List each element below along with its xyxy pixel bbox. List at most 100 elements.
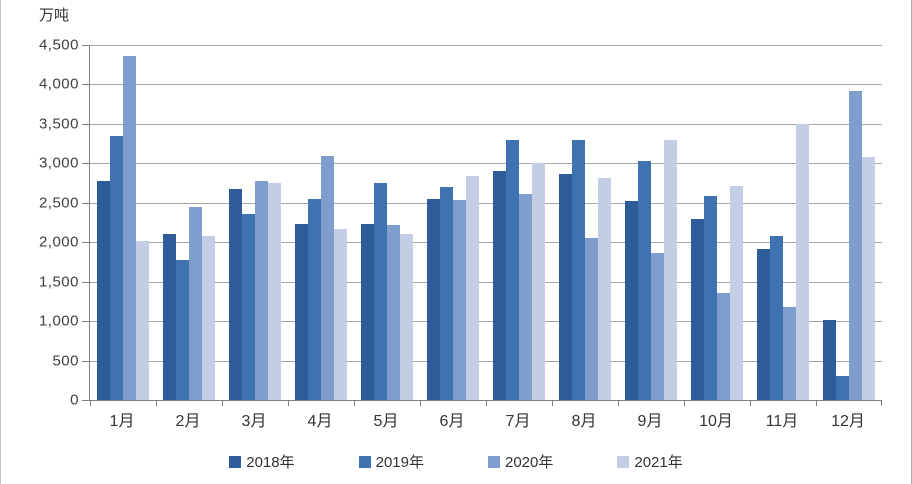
bar-2018年-2月 bbox=[163, 234, 176, 400]
y-tick-label: 0 bbox=[70, 391, 79, 409]
y-axis-tick bbox=[82, 45, 89, 46]
bar-2019年-2月 bbox=[176, 260, 189, 400]
bar-2019年-10月 bbox=[704, 196, 717, 400]
x-axis-tick bbox=[551, 401, 553, 406]
legend-item-2020年: 2020年 bbox=[488, 451, 553, 472]
x-tick-label-5月: 5月 bbox=[373, 413, 399, 430]
y-axis-tick bbox=[82, 163, 89, 165]
x-axis-tick bbox=[420, 401, 421, 406]
bar-2019年-4月 bbox=[308, 198, 321, 400]
bar-2019年-9月 bbox=[638, 160, 651, 400]
x-tick-label-1月: 1月 bbox=[109, 413, 135, 430]
gridline bbox=[90, 84, 882, 86]
y-tick-label: 3,000 bbox=[38, 154, 79, 172]
y-tick-label: 1,000 bbox=[38, 312, 79, 330]
bar-2018年-6月 bbox=[427, 198, 440, 400]
bar-2018年-4月 bbox=[295, 224, 308, 400]
legend-label: 2019年 bbox=[375, 454, 424, 471]
bar-2020年-6月 bbox=[453, 200, 466, 400]
gridline bbox=[90, 360, 882, 362]
y-tick-label: 2,000 bbox=[38, 233, 79, 251]
x-axis-tick bbox=[486, 401, 487, 406]
bar-2020年-11月 bbox=[783, 306, 796, 400]
x-axis-tick bbox=[750, 401, 751, 406]
y-axis-tick bbox=[82, 321, 89, 323]
bar-2020年-12月 bbox=[849, 90, 862, 400]
bar-2020年-9月 bbox=[651, 253, 664, 400]
y-axis-tick bbox=[82, 360, 89, 362]
y-tick-label: 3,500 bbox=[38, 115, 79, 133]
legend-swatch-icon bbox=[358, 455, 371, 468]
bar-2021年-7月 bbox=[532, 162, 545, 400]
x-tick-label-9月: 9月 bbox=[637, 413, 663, 430]
bar-2018年-3月 bbox=[229, 189, 242, 400]
bar-group-11月 bbox=[750, 45, 816, 400]
gridline bbox=[90, 321, 882, 323]
bar-2018年-7月 bbox=[493, 171, 506, 400]
plot-area bbox=[82, 45, 882, 406]
bar-2018年-5月 bbox=[361, 224, 374, 400]
legend-item-2021年: 2021年 bbox=[617, 451, 683, 472]
y-tick-label: 1,500 bbox=[38, 273, 79, 291]
bar-2020年-3月 bbox=[255, 180, 268, 400]
bar-2018年-11月 bbox=[757, 249, 770, 400]
legend-swatch-icon bbox=[229, 455, 242, 468]
bar-2020年-10月 bbox=[717, 292, 730, 400]
gridline bbox=[90, 123, 882, 125]
bar-2019年-7月 bbox=[506, 139, 519, 400]
bar-group-5月 bbox=[354, 45, 420, 400]
x-tick-label-8月: 8月 bbox=[571, 413, 597, 430]
legend-item-2018年: 2018年 bbox=[229, 451, 295, 472]
x-tick-label-2月: 2月 bbox=[175, 413, 201, 430]
bar-2021年-9月 bbox=[664, 139, 677, 400]
y-axis-tick bbox=[82, 400, 89, 401]
bar-2019年-12月 bbox=[836, 376, 849, 400]
x-tick-label-10月: 10月 bbox=[699, 413, 733, 430]
gridline bbox=[90, 202, 882, 204]
bar-groups bbox=[90, 45, 882, 400]
bar-2019年-11月 bbox=[770, 235, 783, 400]
bar-2019年-3月 bbox=[242, 213, 255, 400]
bar-2020年-7月 bbox=[519, 194, 532, 400]
bar-2021年-6月 bbox=[466, 175, 479, 400]
bar-group-2月 bbox=[156, 45, 222, 400]
bar-2021年-3月 bbox=[268, 183, 281, 400]
gridline bbox=[90, 45, 882, 46]
bar-group-4月 bbox=[288, 45, 354, 400]
x-tick-label-12月: 12月 bbox=[831, 413, 865, 430]
x-tick-label-4月: 4月 bbox=[307, 413, 333, 430]
gridline bbox=[90, 242, 882, 244]
y-tick-label: 4,000 bbox=[38, 75, 79, 93]
bar-2020年-1月 bbox=[123, 56, 136, 400]
bar-group-12月 bbox=[816, 45, 882, 400]
bar-group-10月 bbox=[684, 45, 750, 400]
bar-2021年-10月 bbox=[730, 186, 743, 400]
y-tick-label: 2,500 bbox=[38, 194, 79, 212]
bar-2019年-5月 bbox=[374, 183, 387, 400]
gridline bbox=[90, 281, 882, 283]
legend-label: 2018年 bbox=[246, 454, 295, 471]
bar-2019年-8月 bbox=[572, 139, 585, 400]
bar-2021年-5月 bbox=[400, 234, 413, 400]
x-tick-label-6月: 6月 bbox=[439, 413, 465, 430]
bar-group-7月 bbox=[486, 45, 552, 400]
bar-2021年-2月 bbox=[202, 235, 215, 400]
bar-2021年-11月 bbox=[796, 123, 809, 400]
gridline bbox=[90, 163, 882, 165]
y-tick-label: 500 bbox=[52, 352, 79, 370]
legend-label: 2020年 bbox=[505, 454, 554, 471]
y-tick-label: 4,500 bbox=[38, 36, 79, 54]
bar-2021年-12月 bbox=[862, 157, 875, 400]
legend-item-2019年: 2019年 bbox=[358, 451, 424, 472]
x-axis-tick bbox=[155, 401, 157, 406]
x-tick-label-3月: 3月 bbox=[241, 413, 267, 430]
bar-2020年-5月 bbox=[387, 224, 400, 400]
x-axis-tick bbox=[221, 401, 223, 406]
bar-2021年-4月 bbox=[334, 228, 347, 400]
x-axis-tick bbox=[617, 401, 619, 406]
bar-group-6月 bbox=[420, 45, 486, 400]
x-axis-tick bbox=[353, 401, 355, 406]
bar-2020年-2月 bbox=[189, 206, 202, 400]
bar-2018年-8月 bbox=[559, 173, 572, 400]
